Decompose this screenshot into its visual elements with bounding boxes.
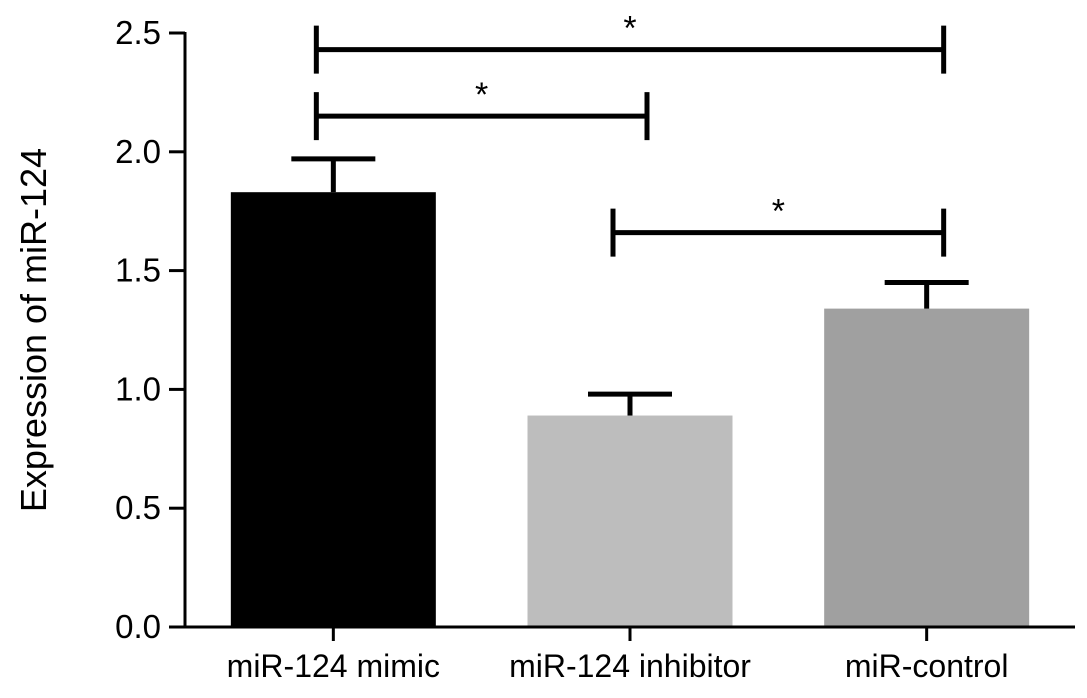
bars-layer xyxy=(230,192,1030,627)
significance-star: * xyxy=(623,10,636,48)
y-tick-label: 0.5 xyxy=(115,489,161,526)
y-tick-label: 2.5 xyxy=(115,14,161,51)
significance-star: * xyxy=(475,76,488,114)
y-tick-label: 0.0 xyxy=(115,608,161,645)
error-bars-layer xyxy=(291,156,969,416)
x-tick-label: miR-124 mimic xyxy=(227,648,440,684)
significance-star: * xyxy=(772,193,785,231)
bar xyxy=(824,308,1030,627)
x-tick-label: miR-control xyxy=(845,648,1009,684)
significance-layer: * * * xyxy=(313,10,947,257)
bar xyxy=(527,415,733,627)
y-tick-label: 1.5 xyxy=(115,252,161,289)
y-axis-title: Expression of miR-124 xyxy=(13,148,54,512)
y-ticks-layer: 0.0 0.5 1.0 1.5 2.0 2.5 xyxy=(115,14,185,645)
y-tick-label: 1.0 xyxy=(115,370,161,407)
x-tick-label: miR-124 inhibitor xyxy=(509,648,751,684)
x-ticks-layer: miR-124 mimic miR-124 inhibitor miR-contro… xyxy=(227,627,1009,684)
bar xyxy=(230,192,436,627)
y-tick-label: 2.0 xyxy=(115,133,161,170)
